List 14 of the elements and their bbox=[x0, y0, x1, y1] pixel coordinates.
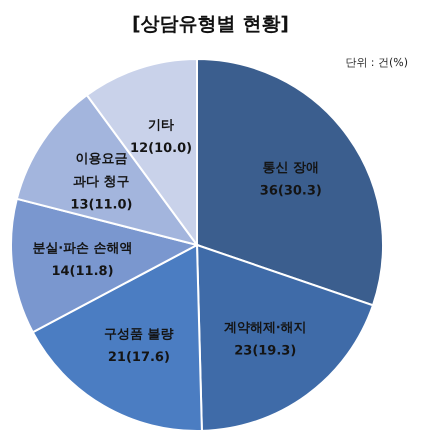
data-label: 14(11.8) bbox=[51, 264, 114, 280]
data-label: 13(11.0) bbox=[70, 197, 132, 212]
data-label: 21(17.6) bbox=[108, 350, 170, 366]
slice-label: 분실·파손 손해액 bbox=[32, 241, 133, 256]
slice-label: 통신 장애 bbox=[262, 160, 320, 176]
slice-label: 기타 bbox=[148, 118, 174, 133]
data-label: 23(19.3) bbox=[234, 343, 296, 358]
data-label: 12(10.0) bbox=[130, 140, 192, 156]
slice-label: 구성품 불량 bbox=[104, 327, 174, 342]
text: 단위 : 건(%) bbox=[345, 56, 408, 69]
data-label: 36(30.3) bbox=[260, 183, 322, 198]
slice-label: 이용요금 과다 청구 bbox=[73, 151, 130, 190]
slice-label: 계약해제·해지 bbox=[224, 320, 307, 336]
chart-title: [상담유형별 현황] bbox=[132, 13, 289, 35]
